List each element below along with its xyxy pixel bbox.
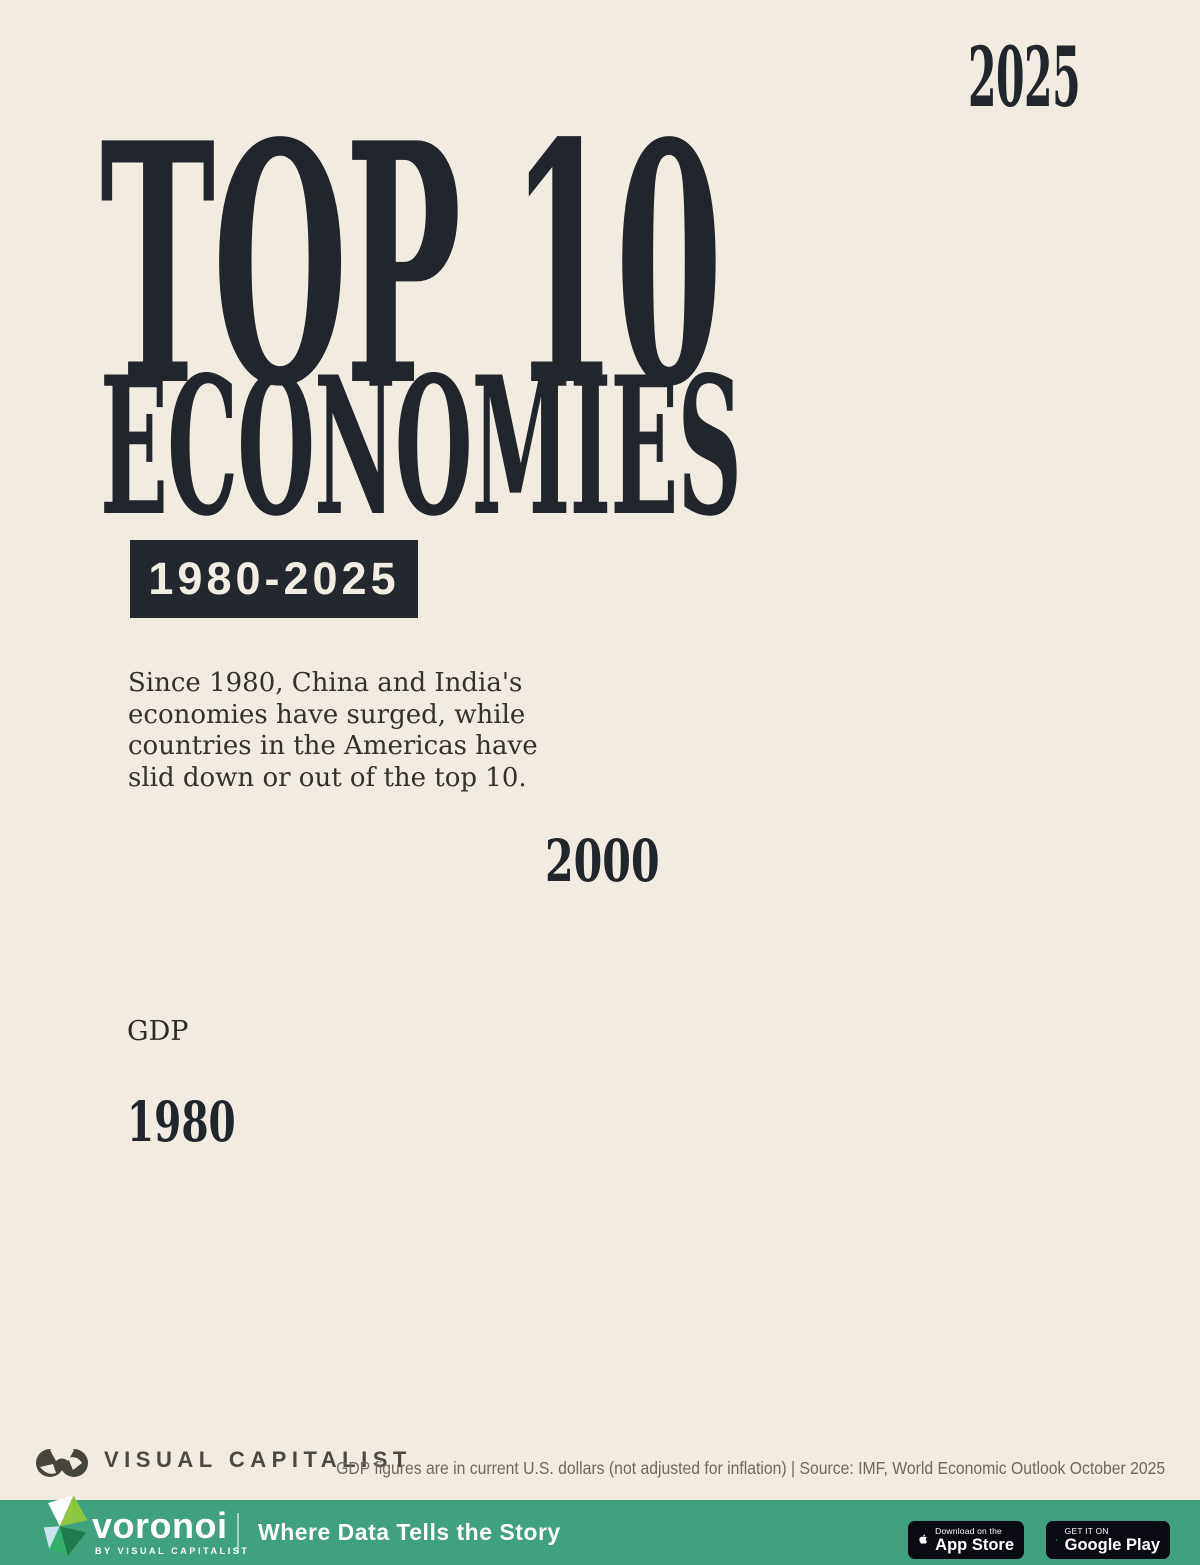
- visual-capitalist-wordmark: VISUAL CAPITALIST: [104, 1447, 412, 1472]
- footnote-text: GDP figures are in current U.S. dollars …: [335, 1458, 787, 1478]
- google-play-small-text: GET IT ON: [1064, 1525, 1109, 1536]
- app-store-big-text: App Store: [935, 1536, 1014, 1554]
- voronoi-logo-text: voronoi: [92, 1505, 228, 1546]
- app-store-small-text: Download on the: [935, 1525, 1002, 1536]
- tagline: Where Data Tells the Story: [258, 1519, 561, 1545]
- apple-icon: [919, 1534, 928, 1544]
- year-header-1980: 1980: [127, 1089, 236, 1154]
- page-title: TOP 10: [100, 71, 723, 459]
- app-store-badge[interactable]: Download on the App Store: [908, 1521, 1024, 1559]
- bar-divider: [237, 1513, 239, 1553]
- gdp-annotation: GDP: [127, 1016, 189, 1047]
- chart-description: Since 1980, China and India's economies …: [128, 668, 538, 794]
- visual-capitalist-logo-icon: [36, 1445, 88, 1477]
- period-text: 1980-2025: [148, 553, 400, 604]
- google-play-big-text: Google Play: [1064, 1536, 1160, 1554]
- period-badge: 1980-2025: [130, 540, 418, 618]
- footnote-divider: |: [790, 1458, 795, 1478]
- year-header-2025: 2025: [968, 30, 1081, 126]
- page-title-line2: ECONOMIES: [100, 335, 742, 558]
- year-header-2000: 2000: [545, 827, 660, 895]
- voronoi-leaf-icon: [43, 1496, 88, 1556]
- voronoi-wordmark: voronoi BY VISUAL CAPITALIST: [92, 1508, 250, 1556]
- footnote: GDP figures are in current U.S. dollars …: [336, 1458, 1165, 1479]
- voronoi-logo-subtext: BY VISUAL CAPITALIST: [95, 1546, 250, 1556]
- google-play-badge[interactable]: GET IT ON Google Play: [1046, 1521, 1170, 1559]
- google-play-icon: [1056, 1539, 1058, 1541]
- footnote-source: Source: IMF, World Economic Outlook Octo…: [799, 1458, 1165, 1478]
